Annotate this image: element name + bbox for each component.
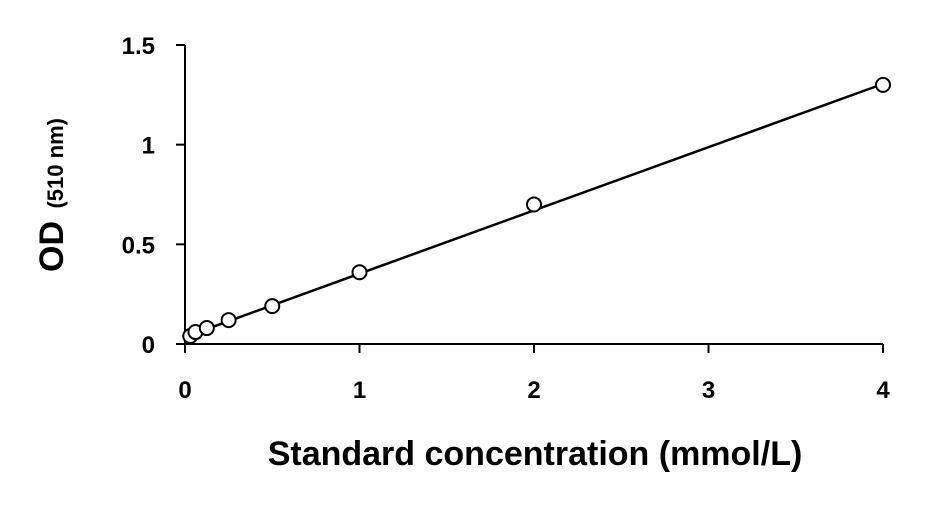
y-axis-title-main: OD [33, 221, 71, 272]
y-tick-label: 0 [142, 332, 155, 359]
y-axis-title-unit: (510 nm) [43, 118, 68, 208]
data-point [875, 76, 891, 93]
x-tick-label: 4 [876, 377, 890, 404]
data-point [198, 320, 215, 337]
x-tick-label: 1 [353, 377, 366, 404]
data-point [351, 264, 368, 281]
x-axis-title: Standard concentration (mmol/L) [268, 435, 803, 473]
x-tick-label: 0 [178, 377, 191, 404]
data-point [220, 312, 237, 329]
axes-layer [176, 44, 884, 353]
y-axis-title: OD (510 nm) [33, 118, 71, 272]
x-tick-label: 2 [527, 377, 540, 404]
labels-layer: 0 0.5 1 1.5 0 1 2 3 4 [122, 33, 891, 404]
y-tick-label: 1.5 [122, 33, 155, 60]
y-tick-label: 0.5 [122, 232, 155, 259]
data-point [264, 298, 281, 315]
y-tick-label: 1 [142, 133, 155, 160]
data-points-layer [182, 76, 891, 345]
x-tick-label: 3 [702, 377, 715, 404]
data-point [526, 196, 542, 213]
